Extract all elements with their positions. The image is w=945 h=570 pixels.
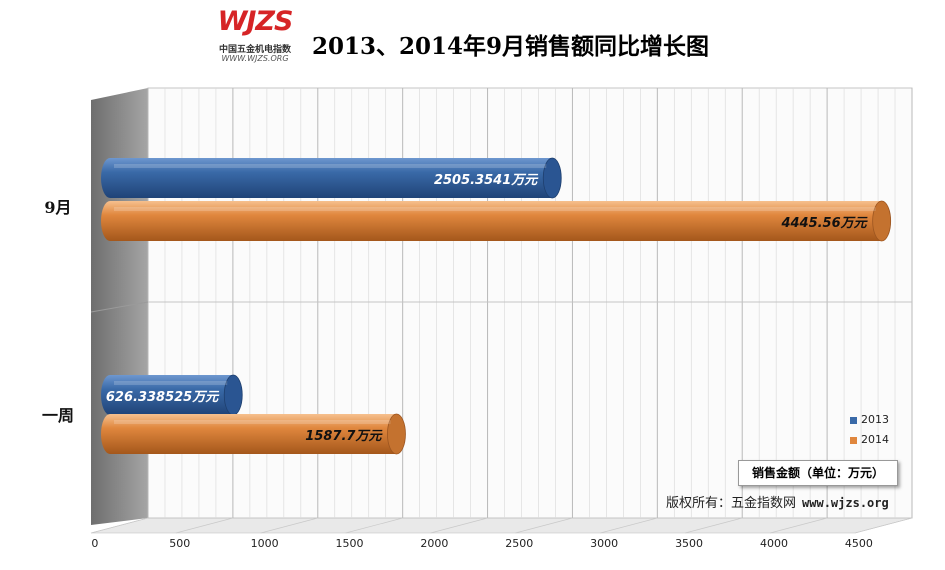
unit-label: 销售金额（单位：万元） <box>738 460 898 486</box>
legend-label-2014: 2014 <box>861 433 889 446</box>
floor-grid-line <box>175 517 233 534</box>
legend-item-2013: 2013 <box>850 412 910 432</box>
logo: WJZS 中国五金机电指数 WWW.WJZS.ORG <box>205 6 305 68</box>
floor <box>90 517 913 534</box>
legend-swatch-2014 <box>850 436 857 444</box>
floor-grid-line <box>345 517 403 534</box>
x-tick-label: 1000 <box>251 537 279 550</box>
floor-grid-line <box>430 517 488 534</box>
bar-highlight <box>114 164 547 168</box>
copyright: 版权所有：五金指数网 www.wjzs.org <box>666 492 889 511</box>
bar-2014-0 <box>101 201 891 241</box>
data-label-2013-0: 2505.3541万元 <box>434 173 539 188</box>
floor-grid-line <box>854 517 913 534</box>
logo-mark: WJZS <box>217 6 294 37</box>
category-label: 一周 <box>42 406 74 425</box>
chart-title: 2013、2014年9月销售额同比增长图 <box>312 33 710 60</box>
x-tick-label: 4500 <box>845 537 873 550</box>
bar-cap-2014-1 <box>387 413 406 455</box>
floor-grid-line <box>600 517 658 534</box>
floor-grid-line <box>515 517 573 534</box>
copyright-url: www.wjzs.org <box>802 496 889 510</box>
data-label-2014-0: 4445.56万元 <box>780 216 868 231</box>
floor-grid-line <box>685 517 743 534</box>
bar-2013-0 <box>101 158 562 198</box>
bar-cap-2013-0 <box>542 157 562 199</box>
x-tick-label: 2000 <box>420 537 448 550</box>
data-label-2014-1: 1587.7万元 <box>305 429 383 444</box>
x-tick-label: 4000 <box>760 537 788 550</box>
x-tick-label: 2500 <box>505 537 533 550</box>
legend-label-2013: 2013 <box>861 413 889 426</box>
bar-highlight <box>114 420 391 424</box>
bar-cap-2014-0 <box>872 200 892 242</box>
bar-2013-1 <box>101 375 243 415</box>
copyright-text: 版权所有：五金指数网 <box>666 496 797 511</box>
bar-highlight <box>114 207 876 211</box>
data-label-2013-1: 626.338525万元 <box>106 390 220 405</box>
logo-url: WWW.WJZS.ORG <box>221 54 289 63</box>
floor-grid-line <box>770 517 828 534</box>
legend-item-2014: 2014 <box>850 432 910 452</box>
floor-grid-line <box>90 517 149 534</box>
legend-swatch-2013 <box>850 416 857 424</box>
chart-header: WJZS 中国五金机电指数 WWW.WJZS.ORG 2013、2014年9月销… <box>0 0 945 80</box>
bar-2014-1 <box>101 414 406 454</box>
floor-grid-line <box>260 517 318 534</box>
legend: 2013 2014 <box>850 412 910 456</box>
bar-highlight <box>114 381 228 385</box>
wall-separator <box>90 301 149 313</box>
x-tick-label: 3500 <box>675 537 703 550</box>
category-label: 9月 <box>44 198 71 217</box>
x-tick-label: 1500 <box>336 537 364 550</box>
x-tick-label: 500 <box>169 537 190 550</box>
logo-name: 中国五金机电指数 <box>218 45 291 55</box>
x-tick-label: 3000 <box>590 537 618 550</box>
x-tick-label: 0 <box>91 537 98 550</box>
